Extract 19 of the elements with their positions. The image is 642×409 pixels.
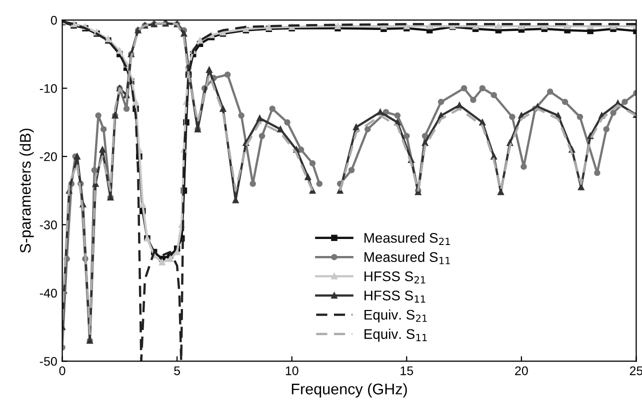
y-tick-label: -10 [40,84,57,93]
x-tick-label: 5 [174,366,180,376]
x-tick-label: 10 [286,366,298,376]
legend-label: Measured S$_{11}$ [364,252,450,264]
legend-label: Equiv. S$_{11}$ [364,328,427,342]
x-tick-label: 15 [400,366,414,376]
x-tick-label: 20 [515,366,528,376]
y-tick-label: -20 [40,152,57,162]
legend-label: Equiv. S$_{21}$ [364,309,427,322]
legend-label: HFSS S$_{11}$ [364,290,426,303]
y-tick-label: -40 [40,288,57,298]
x-tick-label: 0 [59,366,66,376]
legend-label: HFSS S$_{21}$ [364,271,426,284]
y-tick-label: -30 [40,220,57,230]
y-axis-title: S-parameters (dB) [20,128,34,253]
y-tick-label: 0 [50,16,57,25]
legend-label: Measured S$_{21}$ [364,232,450,245]
y-tick-label: -50 [40,356,57,366]
x-axis-title: Frequency (GHz) [292,383,407,398]
